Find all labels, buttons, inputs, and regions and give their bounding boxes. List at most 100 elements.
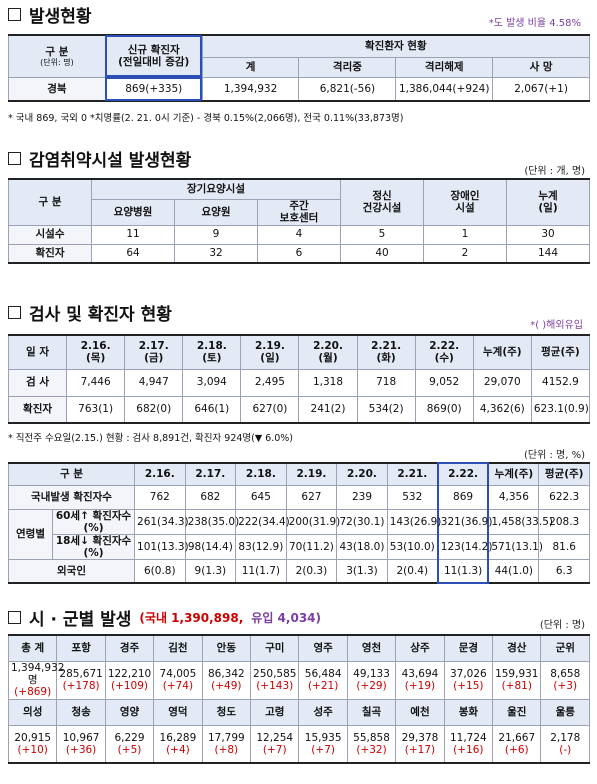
region-total: 29,378 bbox=[401, 731, 439, 744]
cell: 시설수 bbox=[8, 224, 92, 245]
region-cell: 55,858 (+32) bbox=[346, 724, 397, 764]
region-total: 74,005 bbox=[159, 667, 197, 680]
imported-note: 유입 4,034) bbox=[251, 611, 321, 625]
region-name: 경주 bbox=[104, 634, 155, 662]
cell: 321(36.9) bbox=[436, 508, 492, 535]
region-name: 김천 bbox=[153, 634, 203, 662]
header-cell: 2.17. (금) bbox=[124, 334, 184, 370]
table-row: 구 분 장기요양시설 정신 건강시설 장애인 시설 누계 (일) bbox=[8, 178, 590, 226]
cell: 4152.9 bbox=[530, 368, 591, 397]
header-cell: 사 망 bbox=[492, 56, 590, 78]
header-cell: 격리해제 bbox=[395, 56, 494, 78]
region-change: (+17) bbox=[404, 743, 436, 756]
cell: 4,362(6) bbox=[472, 395, 532, 424]
region-cell: 29,378 (+17) bbox=[395, 724, 445, 764]
cell: 검 사 bbox=[7, 368, 68, 397]
header-cell: 요양원 bbox=[174, 198, 258, 226]
section-title: 발생현황 bbox=[8, 2, 92, 27]
region-change: (+10) bbox=[17, 743, 48, 756]
region-change: (+178) bbox=[62, 680, 100, 692]
cell: 81.6 bbox=[538, 533, 590, 560]
cell: 9(1.3) bbox=[184, 558, 237, 584]
facility-table: 구 분 장기요양시설 정신 건강시설 장애인 시설 누계 (일) 요양병원 요양원 주간 보호… bbox=[8, 178, 590, 264]
cell: 682 bbox=[184, 484, 237, 510]
table-row: 국내발생 확진자수 762 682 645 627 239 532 869 4,356 622.3 bbox=[7, 484, 590, 510]
region-cell: 11,724 (+16) bbox=[443, 724, 494, 764]
header-cell: 주간 보호센터 bbox=[257, 198, 341, 226]
header-cell: 2.17. bbox=[184, 462, 237, 486]
cell: 4 bbox=[257, 224, 341, 245]
test-table: 일 자 2.16. (목) 2.17. (금) 2.18. (토) 2.19. (일) 2… bbox=[7, 334, 591, 424]
region-change: (+74) bbox=[162, 680, 194, 692]
region-name: 울진 bbox=[492, 698, 542, 726]
footnote: * 직전주 수요일(2.15.) 현황 : 검사 8,891건, 확진자 924… bbox=[8, 433, 294, 444]
domestic-note: (국내 1,390,898, bbox=[139, 611, 244, 625]
region-change: (+109) bbox=[110, 680, 149, 692]
region-total: 56,484 bbox=[304, 667, 342, 680]
region-cell: 74,005 (+74) bbox=[153, 660, 203, 700]
cell: 3(1.3) bbox=[336, 558, 388, 584]
region-total: 12,254 bbox=[256, 731, 294, 744]
region-cell: 16,289 (+4) bbox=[153, 724, 203, 764]
cell: 532 bbox=[386, 484, 439, 510]
cell: 32 bbox=[174, 243, 258, 264]
region-cell: 8,658 (+3) bbox=[540, 660, 590, 700]
region-total: 20,915 bbox=[14, 731, 52, 744]
table-row: 연령별 60세↑ 확진자수(%) 261(34.3) 238(35.0) 222(34.… bbox=[8, 508, 590, 560]
table-row: 구 분 (단위: 명) 신규 확진자 (전일대비 증감) 확진환자 현황 bbox=[8, 34, 591, 78]
region-name: 문경 bbox=[443, 634, 494, 662]
cell: 11(1.3) bbox=[436, 558, 490, 585]
region-cell: 285,671 (+178) bbox=[56, 660, 106, 700]
region-cell: 21,667 (+6) bbox=[492, 724, 542, 764]
region-change: (+5) bbox=[117, 743, 142, 756]
table-row: 시설수 11 9 4 5 1 30 bbox=[8, 224, 590, 245]
region-name: 영덕 bbox=[153, 698, 203, 726]
cell: 123(14.2) bbox=[436, 533, 492, 560]
cell: 1,394,932 bbox=[201, 76, 300, 102]
cell: 571(13.1) bbox=[487, 533, 543, 560]
header-cell: 장기요양시설 bbox=[91, 178, 341, 200]
region-cell: 12,254 (+7) bbox=[250, 724, 300, 764]
region-change: (+49) bbox=[211, 680, 242, 692]
cell: 718 bbox=[356, 368, 416, 397]
header-cell: 신규 확진자 (전일대비 증감) bbox=[104, 34, 203, 78]
square-icon bbox=[8, 8, 21, 21]
cell: 2 bbox=[423, 243, 507, 264]
cell: 6.3 bbox=[538, 558, 590, 584]
table-row: 외국인 6(0.8) 9(1.3) 11(1.7) 2(0.3) 3(1.3) 2(0.4)… bbox=[7, 558, 590, 585]
cell: 646(1) bbox=[182, 395, 242, 424]
header-cell: 격리중 bbox=[298, 56, 397, 78]
region-name: 울릉 bbox=[540, 698, 590, 726]
region-cell: 10,967 (+36) bbox=[56, 724, 106, 764]
region-change: (+7) bbox=[262, 743, 287, 756]
region-name: 예천 bbox=[395, 698, 445, 726]
cell: 200(31.9) bbox=[285, 508, 340, 535]
region-change: (+15) bbox=[453, 680, 484, 692]
region-total: 10,967 bbox=[62, 731, 100, 744]
table-row: 일 자 2.16. (목) 2.17. (금) 2.18. (토) 2.19. (일) 2… bbox=[7, 334, 591, 370]
cell: 239 bbox=[336, 484, 388, 510]
title-text: 검사 및 확진자 현황 bbox=[29, 305, 172, 325]
cell: 29,070 bbox=[472, 368, 532, 397]
region-cell: 15,935 (+7) bbox=[298, 724, 348, 764]
region-name: 안동 bbox=[201, 634, 252, 662]
table-row: 확진자 64 32 6 40 2 144 bbox=[8, 243, 590, 264]
region-total: 1,394,932명 bbox=[11, 661, 65, 686]
region-name: 상주 bbox=[395, 634, 445, 662]
cell: 확진자 bbox=[7, 395, 68, 424]
cell: 9,052 bbox=[414, 368, 474, 397]
unit: (단위 : 개, 명) bbox=[524, 166, 585, 177]
cell: 5 bbox=[340, 224, 424, 245]
region-name: 군위 bbox=[540, 634, 590, 662]
region-total: 43,694 bbox=[401, 667, 439, 680]
header-cell: 2.20. (월) bbox=[298, 334, 358, 370]
section-title: 감염취약시설 발생현황 bbox=[8, 146, 191, 171]
header-cell: 2.19. (일) bbox=[240, 334, 300, 370]
cell: 627 bbox=[285, 484, 338, 510]
header-cell: 확진환자 현황 bbox=[201, 34, 591, 58]
region-change: (+143) bbox=[256, 680, 294, 692]
table-row: 경북 869(+335) 1,394,932 6,821(-56) 1,386,044(… bbox=[8, 76, 590, 102]
region-name: 칠곡 bbox=[346, 698, 397, 726]
cell: 2,067(+1) bbox=[492, 76, 590, 102]
cell: 534(2) bbox=[356, 395, 416, 424]
